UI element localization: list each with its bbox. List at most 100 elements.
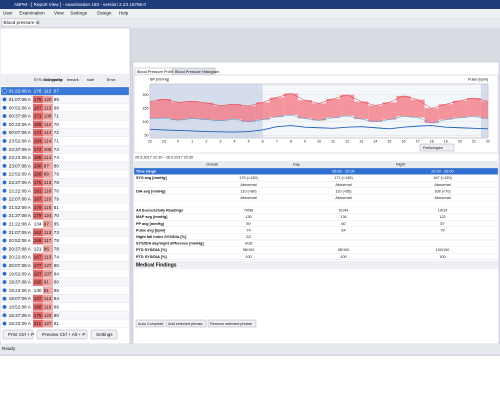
summary-cell: 51/44 bbox=[339, 209, 349, 213]
menu-item[interactable]: Help bbox=[119, 10, 129, 15]
reading-cell: A bbox=[28, 213, 32, 218]
reading-cell: A bbox=[28, 246, 32, 251]
reading-cell: 68 bbox=[54, 105, 60, 110]
summary-label: PTD SYS/DIA [%] bbox=[136, 255, 167, 259]
reading-cell: A bbox=[28, 89, 32, 94]
reading-cell: 191 bbox=[34, 188, 42, 193]
menu-item[interactable]: Examination bbox=[19, 10, 45, 15]
column-header: remark bbox=[67, 78, 79, 82]
summary-cell: 122 bbox=[439, 215, 445, 219]
menu-item[interactable]: Settings bbox=[70, 10, 87, 15]
reading-cell: 18:22:09 bbox=[9, 321, 27, 326]
row-icon bbox=[2, 254, 7, 260]
bp-band bbox=[199, 102, 214, 120]
reading-cell: 71 bbox=[54, 138, 60, 143]
reading-cell: 00:37:08 bbox=[9, 114, 27, 119]
menu-item[interactable]: View bbox=[54, 10, 65, 15]
x-tick-label: 7 bbox=[276, 139, 278, 143]
dia-flag bbox=[43, 236, 53, 245]
findings-button[interactable] bbox=[135, 319, 165, 328]
bp-band bbox=[185, 101, 200, 119]
findings-button[interactable] bbox=[165, 319, 207, 328]
reading-cell: 113 bbox=[44, 296, 52, 301]
menu-item[interactable]: Design bbox=[97, 10, 112, 15]
reading-cell: A bbox=[28, 163, 32, 168]
x-tick-label: 13 bbox=[359, 139, 363, 143]
toolbar-button[interactable] bbox=[90, 329, 118, 340]
findings-button[interactable] bbox=[207, 319, 257, 328]
x-tick-label: 18 bbox=[430, 139, 434, 143]
table-header bbox=[1, 74, 129, 86]
reading-cell: 19:07:09 bbox=[9, 296, 27, 301]
dia-flag bbox=[43, 95, 53, 104]
x-tick-label: 5 bbox=[248, 139, 250, 143]
summary-label: SYS avg [mmHg] bbox=[136, 176, 167, 180]
reading-cell: 99 bbox=[44, 172, 50, 177]
reading-cell: 86 bbox=[54, 288, 60, 293]
row-icon bbox=[2, 113, 7, 119]
summary-label: PP avg [mmHg] bbox=[136, 222, 165, 226]
summary-row[interactable] bbox=[133, 194, 499, 202]
menu-item[interactable]: User bbox=[3, 10, 13, 15]
sys-flag bbox=[33, 278, 43, 286]
reading-cell: 78 bbox=[54, 238, 60, 243]
pathologies-select[interactable] bbox=[419, 143, 455, 152]
reading-cell: 23:22:08 bbox=[9, 155, 27, 160]
sys-flag bbox=[33, 170, 43, 178]
row-icon bbox=[2, 229, 7, 235]
dia-flag bbox=[43, 261, 53, 270]
reading-cell: A bbox=[28, 321, 32, 326]
x-tick-label: 1 bbox=[191, 139, 193, 143]
summary-cell: Abnormal bbox=[240, 196, 256, 200]
sys-flag bbox=[33, 120, 43, 129]
reading-cell: 187 bbox=[34, 271, 42, 276]
sys-flag bbox=[33, 253, 43, 261]
x-tick-label: 22 bbox=[148, 139, 152, 143]
reading-cell: A bbox=[28, 263, 32, 268]
reading-cell: 20:52:08 bbox=[9, 238, 27, 243]
reading-cell: 180 bbox=[34, 163, 42, 168]
reading-cell: 116 bbox=[44, 188, 52, 193]
bp-band bbox=[255, 102, 270, 120]
x-tick-label: 22 bbox=[486, 139, 490, 143]
reading-cell: 127 bbox=[44, 321, 52, 326]
toolbar-button[interactable] bbox=[2, 329, 34, 340]
row-icon bbox=[2, 279, 7, 285]
sys-flag bbox=[33, 311, 43, 319]
dia-flag bbox=[43, 294, 53, 303]
summary-col: Overall bbox=[206, 163, 218, 167]
sys-flag bbox=[33, 294, 43, 303]
y-tick-label: 50 bbox=[145, 133, 149, 137]
reading-cell: 80 bbox=[54, 313, 60, 318]
reading-cell: 72 bbox=[54, 130, 60, 135]
summary-cell: 130 bbox=[245, 215, 251, 219]
series-line bbox=[149, 114, 489, 124]
dia-flag bbox=[43, 137, 53, 145]
reading-cell: 19:52:09 bbox=[9, 271, 27, 276]
dia-flag bbox=[43, 286, 53, 295]
summary-header bbox=[134, 161, 498, 168]
x-tick-label: 0 bbox=[177, 139, 179, 143]
reading-cell: 79 bbox=[54, 197, 60, 202]
button-label: Preview Ctrl + Alt + P bbox=[42, 332, 85, 337]
x-tick-label: 3 bbox=[219, 139, 221, 143]
x-tick-label: 2 bbox=[205, 139, 207, 143]
dia-flag bbox=[43, 203, 53, 212]
toolbar-select[interactable] bbox=[1, 18, 39, 27]
row-icon bbox=[2, 88, 7, 94]
column-header: Error bbox=[107, 78, 116, 82]
reading-cell: A bbox=[28, 180, 32, 185]
reading-cell: 106 bbox=[44, 147, 52, 152]
toolbar-button[interactable] bbox=[36, 329, 88, 340]
reading-cell: 70 bbox=[54, 122, 60, 127]
dia-flag bbox=[43, 170, 53, 178]
sys-flag bbox=[33, 228, 43, 236]
row-icon bbox=[2, 246, 7, 252]
sys-flag bbox=[33, 178, 43, 187]
row-icon bbox=[2, 97, 7, 102]
summary-row[interactable] bbox=[133, 233, 499, 241]
reading-cell: 175 bbox=[34, 313, 42, 318]
reading-cell: 20:37:08 bbox=[9, 246, 27, 251]
reading-row[interactable] bbox=[0, 319, 130, 328]
